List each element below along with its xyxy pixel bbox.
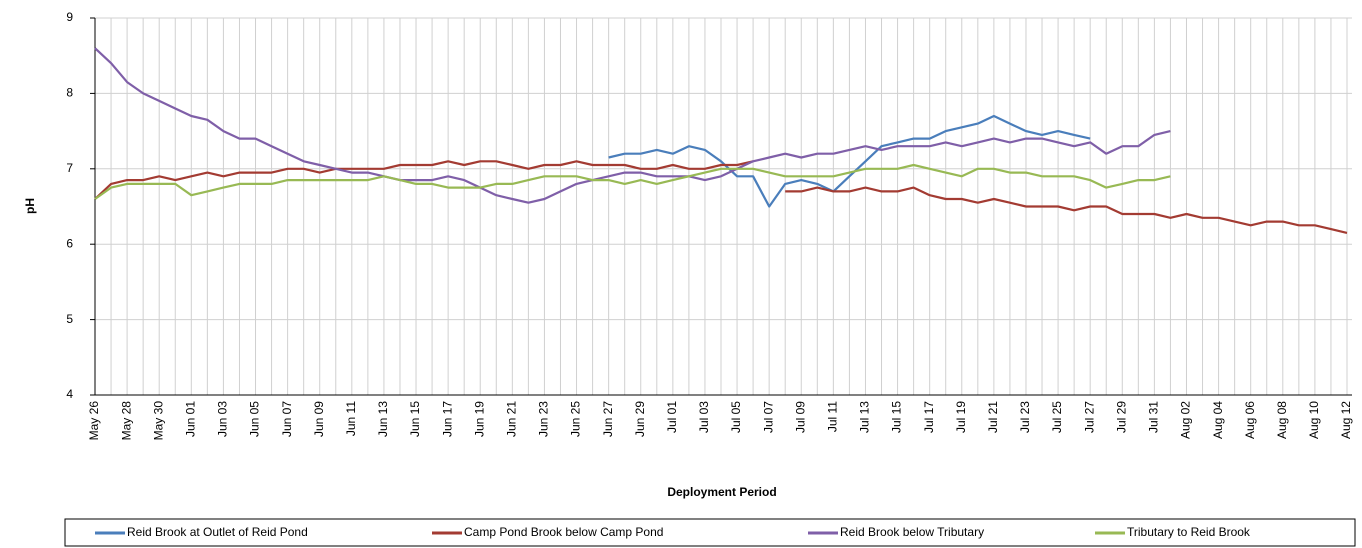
x-tick-label: Jun 05 — [248, 401, 262, 437]
x-tick-label: Aug 12 — [1339, 401, 1353, 439]
x-tick-label: Jul 05 — [729, 401, 743, 433]
legend-label: Tributary to Reid Brook — [1127, 525, 1251, 539]
x-axis-title: Deployment Period — [667, 485, 776, 499]
x-tick-label: Jun 29 — [633, 401, 647, 437]
x-tick-label: Jul 07 — [761, 401, 775, 433]
x-tick-label: Aug 06 — [1243, 401, 1257, 439]
series-line — [94, 160, 1348, 234]
x-tick-label: May 28 — [119, 401, 133, 441]
legend-box — [64, 518, 1356, 547]
series-line — [94, 163, 1171, 200]
x-tick-label: Jun 25 — [569, 401, 583, 437]
x-tick-label: May 26 — [87, 401, 101, 441]
y-tick-label: 5 — [66, 312, 73, 326]
y-tick-label: 6 — [66, 236, 73, 250]
y-tick-label: 4 — [66, 387, 73, 401]
x-tick-label: May 30 — [151, 401, 165, 441]
x-tick-label: Jul 25 — [1050, 401, 1064, 433]
y-tick-label: 8 — [66, 86, 73, 100]
x-tick-label: Aug 02 — [1179, 401, 1193, 439]
x-tick-label: Jul 27 — [1082, 401, 1096, 433]
x-tick-label: Jul 15 — [890, 401, 904, 433]
x-tick-label: Jun 21 — [505, 401, 519, 437]
x-tick-label: Jun 17 — [440, 401, 454, 437]
x-tick-label: Jul 17 — [922, 401, 936, 433]
x-tick-label: Jun 15 — [408, 401, 422, 437]
legend-label: Reid Brook below Tributary — [840, 525, 984, 539]
legend-label: Camp Pond Brook below Camp Pond — [464, 525, 663, 539]
y-tick-label: 7 — [66, 161, 73, 175]
x-tick-label: Jun 27 — [601, 401, 615, 437]
x-tick-label: Jul 13 — [858, 401, 872, 433]
x-tick-label: Jun 19 — [472, 401, 486, 437]
x-tick-label: Jun 11 — [344, 401, 358, 436]
x-tick-label: Jul 29 — [1114, 401, 1128, 433]
x-tick-label: Jun 03 — [216, 401, 230, 437]
x-tick-label: Aug 08 — [1275, 401, 1289, 439]
x-tick-label: Jun 09 — [312, 401, 326, 437]
y-axis-title: pH — [23, 198, 37, 214]
x-tick-label: Jul 09 — [793, 401, 807, 433]
y-tick-label: 9 — [66, 10, 73, 24]
legend-label: Reid Brook at Outlet of Reid Pond — [127, 525, 308, 539]
x-tick-label: Jul 01 — [665, 401, 679, 433]
x-tick-label: Jul 19 — [954, 401, 968, 433]
x-tick-label: Jul 31 — [1147, 401, 1161, 433]
x-tick-label: Aug 04 — [1211, 401, 1225, 439]
x-tick-label: Jun 23 — [537, 401, 551, 437]
x-tick-label: Jun 01 — [183, 401, 197, 437]
x-tick-label: Jul 21 — [986, 401, 1000, 433]
x-tick-label: Jul 23 — [1018, 401, 1032, 433]
x-tick-label: Aug 10 — [1307, 401, 1321, 439]
x-tick-label: Jun 07 — [280, 401, 294, 437]
series-line — [94, 47, 1171, 204]
series-line — [608, 114, 1091, 208]
x-tick-label: Jul 11 — [826, 401, 840, 432]
x-tick-label: Jun 13 — [376, 401, 390, 437]
x-tick-label: Jul 03 — [697, 401, 711, 433]
